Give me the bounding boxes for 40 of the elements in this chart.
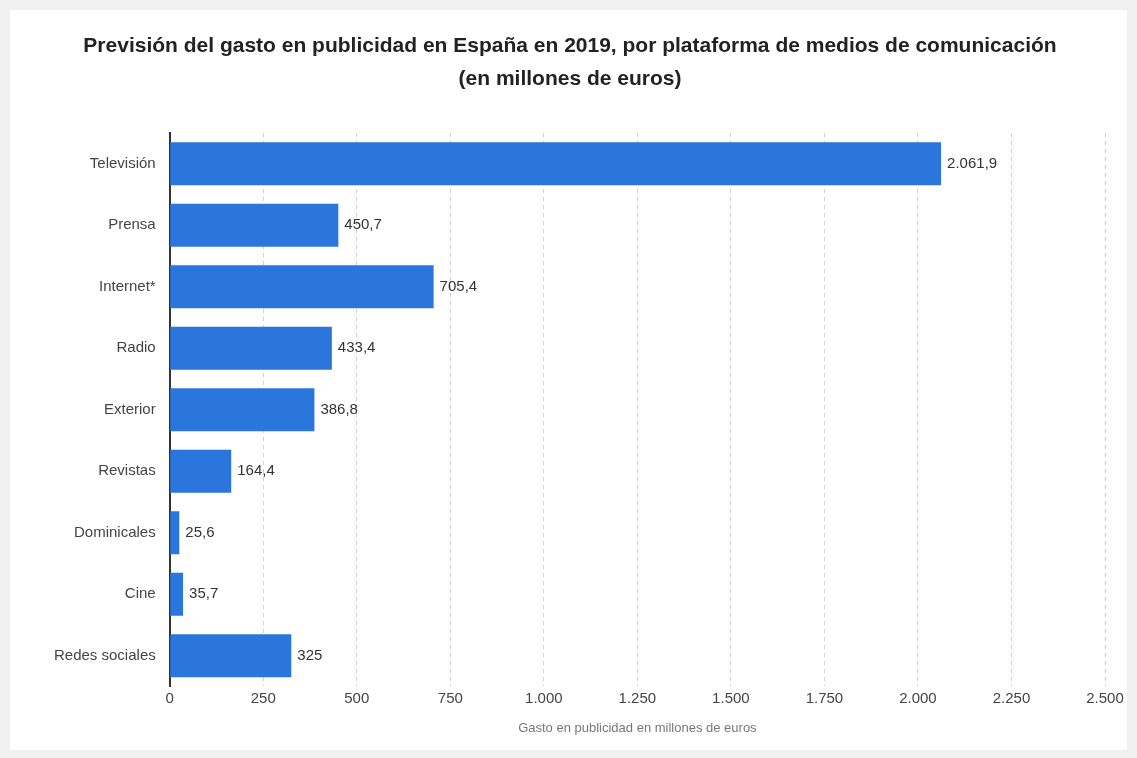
data-label: 35,7 bbox=[189, 584, 219, 602]
bar bbox=[170, 449, 232, 493]
y-tick-label: Exterior bbox=[104, 399, 156, 417]
x-tick-label: 1.250 bbox=[618, 688, 657, 706]
bar bbox=[170, 634, 292, 678]
chart-title: Previsión del gasto en publicidad en España en 2019, por plataforma de medios de comunicación (en millones de euros) bbox=[82, 32, 1058, 91]
data-label: 164,4 bbox=[237, 461, 275, 479]
x-tick-label: 1.000 bbox=[525, 688, 563, 706]
x-tick-label: 2.000 bbox=[899, 688, 937, 706]
bar bbox=[170, 265, 434, 309]
data-label: 433,4 bbox=[337, 338, 376, 356]
y-tick-label: Radio bbox=[116, 338, 156, 356]
x-tick-label: 750 bbox=[437, 688, 463, 706]
x-tick-label: 1.750 bbox=[805, 688, 844, 706]
y-tick-label: Internet* bbox=[99, 276, 156, 294]
y-tick-label: Dominicales bbox=[74, 522, 156, 540]
y-tick-label: Televisión bbox=[89, 153, 156, 171]
x-tick-label: 0 bbox=[165, 688, 174, 706]
data-label: 2.061,9 bbox=[947, 153, 998, 171]
x-tick-label: 250 bbox=[250, 688, 276, 706]
x-tick-label: 1.500 bbox=[712, 688, 750, 706]
bar bbox=[170, 511, 180, 555]
y-tick-label: Cine bbox=[124, 584, 156, 602]
bar bbox=[170, 388, 315, 432]
bar bbox=[170, 326, 332, 370]
y-tick-label: Redes sociales bbox=[54, 645, 156, 663]
x-tick-label: 2.500 bbox=[1086, 688, 1124, 706]
y-tick-label: Revistas bbox=[98, 461, 156, 479]
data-label: 386,8 bbox=[320, 399, 358, 417]
x-tick-label: 500 bbox=[344, 688, 370, 706]
data-label: 705,4 bbox=[439, 276, 478, 294]
bar bbox=[170, 203, 339, 247]
x-axis-title: Gasto en publicidad en millones de euros bbox=[518, 719, 758, 735]
x-tick-label: 2.250 bbox=[992, 688, 1031, 706]
bar bbox=[170, 572, 184, 616]
y-tick-label: Prensa bbox=[108, 215, 157, 233]
data-label: 25,6 bbox=[185, 522, 215, 540]
data-label: 325 bbox=[297, 645, 323, 663]
bar bbox=[170, 142, 942, 186]
data-label: 450,7 bbox=[344, 215, 382, 233]
